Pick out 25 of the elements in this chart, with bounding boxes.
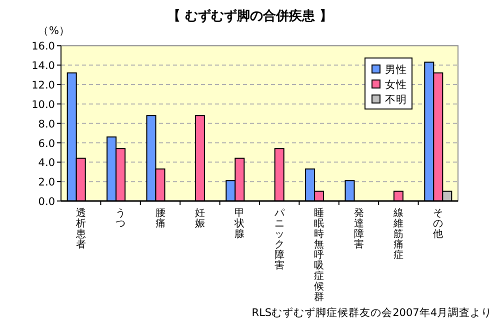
x-tick-label: 発達障害 bbox=[354, 208, 364, 250]
x-tick-label: パニック障害 bbox=[273, 208, 286, 272]
y-axis-title: （%） bbox=[38, 25, 70, 37]
legend-label: 男性 bbox=[385, 64, 407, 76]
x-tick-label: 妊娠 bbox=[194, 208, 205, 230]
x-tick-label: 線維筋痛症 bbox=[392, 208, 404, 261]
x-tick-label: うつ bbox=[116, 208, 126, 230]
category-label: 睡眠時無呼吸症候群 bbox=[314, 208, 324, 303]
legend-label: 女性 bbox=[385, 79, 407, 91]
x-tick-label: 甲状腺 bbox=[234, 208, 245, 240]
y-tick-label: 6.0 bbox=[38, 138, 55, 150]
y-tick-label: 12.0 bbox=[32, 80, 55, 92]
x-tick-label: その他 bbox=[433, 208, 444, 240]
y-tick-label: 10.0 bbox=[32, 98, 55, 111]
x-tick-label: 腰痛 bbox=[155, 208, 166, 230]
y-tick-label: 16.0 bbox=[32, 40, 55, 53]
chart-title: 【 むずむず脚の合併疾患 】 bbox=[167, 8, 333, 24]
x-tick-label: 透析患者 bbox=[74, 207, 86, 250]
text: RLSむずむず脚症候群友の会2007年4月調査より bbox=[252, 306, 492, 319]
y-tick-label: 4.0 bbox=[38, 157, 55, 170]
y-tick-label: 14.0 bbox=[32, 60, 55, 72]
y-tick-label: 8.0 bbox=[38, 118, 55, 130]
y-tick-label: 0.0 bbox=[38, 196, 55, 208]
legend-label: 不明 bbox=[385, 94, 407, 106]
y-tick-label: 2.0 bbox=[38, 176, 55, 189]
